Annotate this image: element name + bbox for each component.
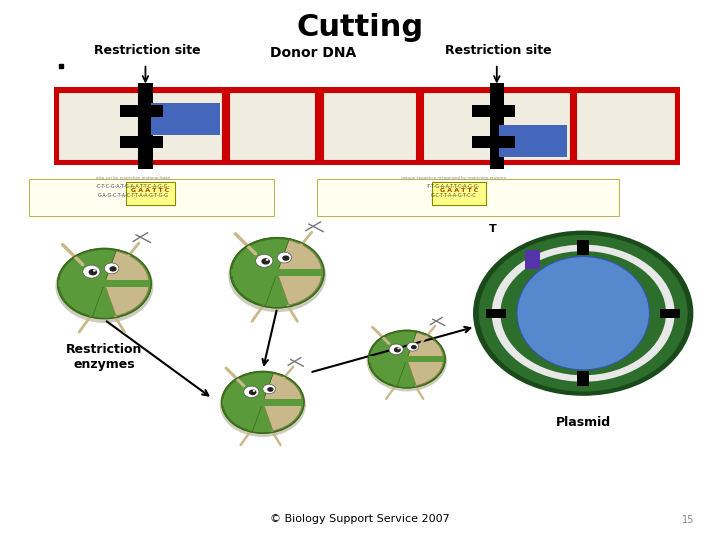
Text: Restriction site: Restriction site [445,44,552,57]
Bar [54,87,680,165]
Text: © Biology Support Service 2007: © Biology Support Service 2007 [270,514,450,524]
Bar [472,105,515,117]
Circle shape [109,266,117,272]
Text: Restriction site: Restriction site [94,44,201,57]
Bar [499,125,567,157]
Bar [323,92,416,160]
Bar [138,83,153,169]
Wedge shape [59,249,116,316]
Circle shape [492,245,675,382]
Text: Plasmid: Plasmid [556,416,611,429]
Wedge shape [232,239,289,306]
Circle shape [89,269,97,275]
Text: G A A T T C: G A A T T C [131,187,170,193]
Circle shape [263,384,276,394]
Circle shape [220,373,306,437]
Circle shape [228,239,326,312]
Wedge shape [263,374,302,431]
Text: Restriction
enzymes: Restriction enzymes [66,343,143,371]
Circle shape [473,231,693,396]
Circle shape [266,259,269,261]
Text: Cutting: Cutting [297,14,423,43]
Wedge shape [104,251,149,316]
Circle shape [500,251,666,375]
Wedge shape [277,240,322,305]
Circle shape [267,387,274,392]
Bar [576,92,675,160]
Bar [151,103,220,136]
Text: also cut by restriction endonuclease: also cut by restriction endonuclease [96,176,171,180]
Bar [525,250,541,269]
Circle shape [397,348,400,349]
Circle shape [479,235,688,392]
Bar [499,92,570,160]
Bar [230,269,324,276]
Text: G-C-T-T-A-A-G-T-C-C: G-C-T-T-A-A-G-T-C-C [431,193,477,198]
Circle shape [58,248,151,319]
Circle shape [104,263,119,274]
Bar [432,182,486,205]
Circle shape [249,389,256,395]
Bar [472,136,515,148]
Bar [58,92,138,160]
Circle shape [407,342,418,351]
Wedge shape [407,333,444,386]
Wedge shape [369,331,416,386]
Circle shape [55,249,153,323]
Bar [660,309,680,318]
Circle shape [369,330,445,388]
Bar [120,136,163,148]
Bar [317,179,619,216]
Circle shape [230,238,324,308]
Circle shape [389,344,403,355]
Circle shape [366,331,447,392]
Circle shape [244,386,259,397]
Bar [490,83,504,169]
Circle shape [261,258,270,265]
Circle shape [256,254,273,267]
Bar [486,309,506,318]
Text: 15: 15 [683,515,695,525]
Ellipse shape [517,256,649,370]
Circle shape [253,390,255,392]
Text: -C-T-C-G-A-T-G-A-A-T-T-C-A-G-G-: -C-T-C-G-A-T-G-A-A-T-T-C-A-G-G- [96,184,170,189]
Circle shape [277,252,292,263]
Text: T: T [490,225,497,234]
Bar [120,105,163,117]
Bar [229,92,315,160]
Text: G-A-G-C-T-A-C-T-T-A-A-G-T-G-G: G-A-G-C-T-A-C-T-T-A-A-G-T-G-G [98,193,168,198]
Bar [126,182,175,205]
Text: Donor DNA: Donor DNA [270,46,356,60]
Bar [58,280,151,287]
Bar [577,371,589,386]
Bar [222,399,304,406]
Circle shape [282,255,289,261]
Bar [423,92,492,160]
Bar [369,356,445,362]
Bar [151,92,222,160]
Circle shape [93,269,96,272]
Wedge shape [223,373,273,431]
Circle shape [411,345,417,349]
Circle shape [222,372,304,433]
Text: G A A T T C: G A A T T C [439,187,478,193]
Text: -T-T-G-A-A-T-T-C-A-G-G-: -T-T-G-A-A-T-T-C-A-G-G- [427,184,480,189]
Bar [29,179,274,216]
Circle shape [83,265,100,278]
Bar [577,240,589,255]
Circle shape [394,347,401,353]
Text: unique sequence recognized by restriction enzyme: unique sequence recognized by restrictio… [401,176,506,180]
